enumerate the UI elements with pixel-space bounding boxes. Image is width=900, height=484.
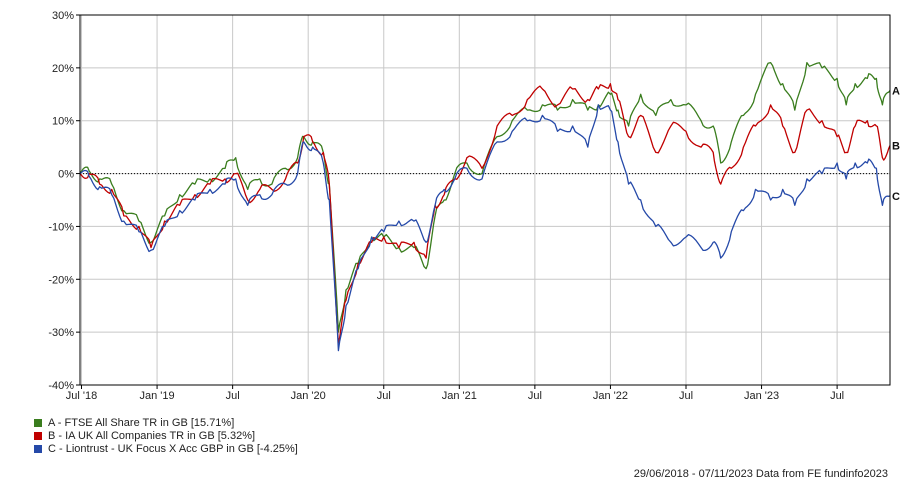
- legend-item-b: B - IA UK All Companies TR in GB [5.32%]: [34, 429, 298, 442]
- series-line-c: [79, 104, 891, 352]
- legend-swatch-b: [34, 431, 42, 440]
- x-tick-label: Jan '19: [140, 390, 175, 400]
- legend-swatch-a: [34, 418, 42, 427]
- legend-item-a: A - FTSE All Share TR in GB [15.71%]: [34, 416, 298, 429]
- y-tick-label: -30%: [48, 327, 74, 339]
- series-end-label-b: B: [892, 140, 900, 152]
- x-axis-ticks: Jul '18 Jan '19 Jul Jan '20 Jul Jan '21 Jul Jan…: [66, 385, 844, 400]
- y-tick-label: -40%: [48, 380, 74, 392]
- y-tick-label: -10%: [48, 221, 74, 233]
- series-end-labels: A B C: [892, 86, 900, 204]
- x-tick-label: Jan '20: [291, 390, 326, 400]
- legend-swatch-c: [34, 444, 42, 453]
- y-tick-label: 0%: [58, 169, 74, 181]
- x-tick-label: Jan '23: [744, 390, 779, 400]
- legend-label-b: B - IA UK All Companies TR in GB [5.32%]: [48, 429, 256, 442]
- y-tick-label: -20%: [48, 274, 74, 286]
- performance-line-chart: 30% 20% 10% 0% -10% -20% -30% -40% Jul '18 Jan '…: [48, 10, 900, 400]
- y-axis-ticks: 30% 20% 10% 0% -10% -20% -30% -40%: [48, 10, 80, 392]
- x-tick-label: Jan '21: [442, 390, 477, 400]
- y-tick-label: 30%: [52, 10, 74, 22]
- plot-frame: [79, 14, 891, 386]
- series-end-label-a: A: [892, 86, 900, 98]
- series-line-b: [79, 83, 891, 344]
- legend-label-c: C - Liontrust - UK Focus X Acc GBP in GB…: [48, 442, 298, 455]
- x-tick-label: Jul: [679, 390, 693, 400]
- chart-legend: A - FTSE All Share TR in GB [15.71%] B -…: [34, 416, 298, 455]
- y-tick-label: 20%: [52, 63, 74, 75]
- legend-item-c: C - Liontrust - UK Focus X Acc GBP in GB…: [34, 442, 298, 455]
- x-tick-label: Jul: [830, 390, 844, 400]
- x-tick-label: Jan '22: [593, 390, 628, 400]
- y-tick-label: 10%: [52, 116, 74, 128]
- x-tick-label: Jul: [528, 390, 542, 400]
- legend-label-a: A - FTSE All Share TR in GB [15.71%]: [48, 416, 235, 429]
- chart-footer: 29/06/2018 - 07/11/2023 Data from FE fun…: [633, 468, 888, 480]
- x-tick-label: Jul '18: [66, 390, 97, 400]
- series-line-a: [79, 61, 891, 333]
- x-tick-label: Jul: [377, 390, 391, 400]
- x-tick-label: Jul: [226, 390, 240, 400]
- series-layer: [79, 61, 891, 352]
- series-end-label-c: C: [892, 191, 900, 203]
- chart-grid: [80, 14, 890, 386]
